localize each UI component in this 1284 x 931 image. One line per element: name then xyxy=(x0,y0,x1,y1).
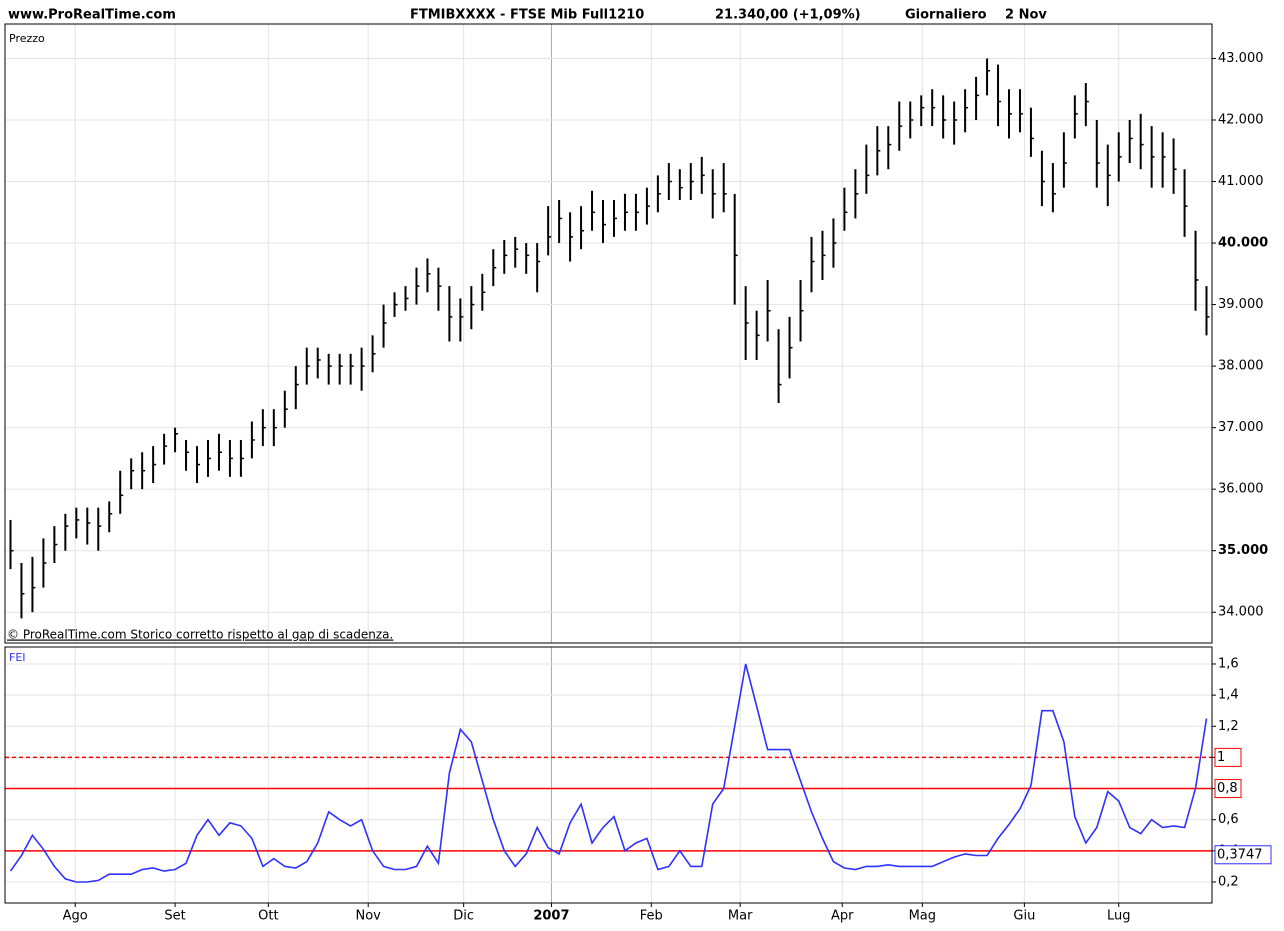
plot-layer: Ago Set Ott Nov Dic 2007 Feb Mar Apr Mag Giu Lug 34.… xyxy=(5,24,1272,924)
annotation: © ProRealTime.com Storico corretto rispe… xyxy=(7,628,393,642)
x-tick-label: Giu xyxy=(1013,909,1035,924)
x-tick-label: Set xyxy=(164,909,185,924)
y-tick-label: 36.000 xyxy=(1218,482,1264,497)
y-tick-label: 35.000 xyxy=(1218,543,1268,558)
site: www.ProRealTime.com xyxy=(8,8,176,23)
y-tick-label: 0,2 xyxy=(1218,874,1239,889)
y-tick-label: 41.000 xyxy=(1218,174,1264,189)
value-label: 0,3747 xyxy=(1217,847,1263,862)
y-tick-label: 1,6 xyxy=(1218,656,1239,671)
y-tick-label: 37.000 xyxy=(1218,420,1264,435)
level-box xyxy=(1214,747,1242,767)
x-tick-label: Lug xyxy=(1107,909,1131,924)
indicator-frame xyxy=(4,646,1213,904)
level-label: 0,8 xyxy=(1217,781,1238,796)
x-tick-label: Dic xyxy=(453,909,474,924)
quote: 21.340,00 (+1,09%) xyxy=(715,8,861,23)
y-tick-label: 1,4 xyxy=(1218,688,1239,703)
y-tick-label: 0,6 xyxy=(1218,812,1239,827)
panel-title: FEI xyxy=(9,651,26,664)
indicator-line xyxy=(9,663,1208,883)
y-tick-label: 1,2 xyxy=(1218,719,1239,734)
y-tick-label: 39.000 xyxy=(1218,297,1264,312)
date: 2 Nov xyxy=(1005,8,1047,23)
level-label: 1 xyxy=(1217,750,1225,765)
x-tick-label: Ott xyxy=(258,909,278,924)
y-tick-label: 40.000 xyxy=(1218,236,1268,251)
y-tick-label: 42.000 xyxy=(1218,112,1264,127)
instrument: FTMIBXXXX - FTSE Mib Full1210 xyxy=(410,8,644,23)
x-tick-label: Apr xyxy=(831,909,854,924)
level-box xyxy=(1214,779,1242,799)
panel-title: Prezzo xyxy=(9,32,45,45)
x-tick-label: Ago xyxy=(63,909,88,924)
x-tick-label: Mag xyxy=(909,909,936,924)
x-tick-label: 2007 xyxy=(533,909,569,924)
x-tick-label: Mar xyxy=(728,909,753,924)
x-tick-label: Nov xyxy=(356,909,382,924)
y-tick-label: 38.000 xyxy=(1218,359,1264,374)
period: Giornaliero xyxy=(905,8,987,23)
y-tick-label: 34.000 xyxy=(1218,605,1264,620)
price-frame xyxy=(4,23,1213,644)
x-tick-label: Feb xyxy=(640,909,663,924)
y-tick-label: 43.000 xyxy=(1218,51,1264,66)
value-box xyxy=(1214,845,1272,865)
